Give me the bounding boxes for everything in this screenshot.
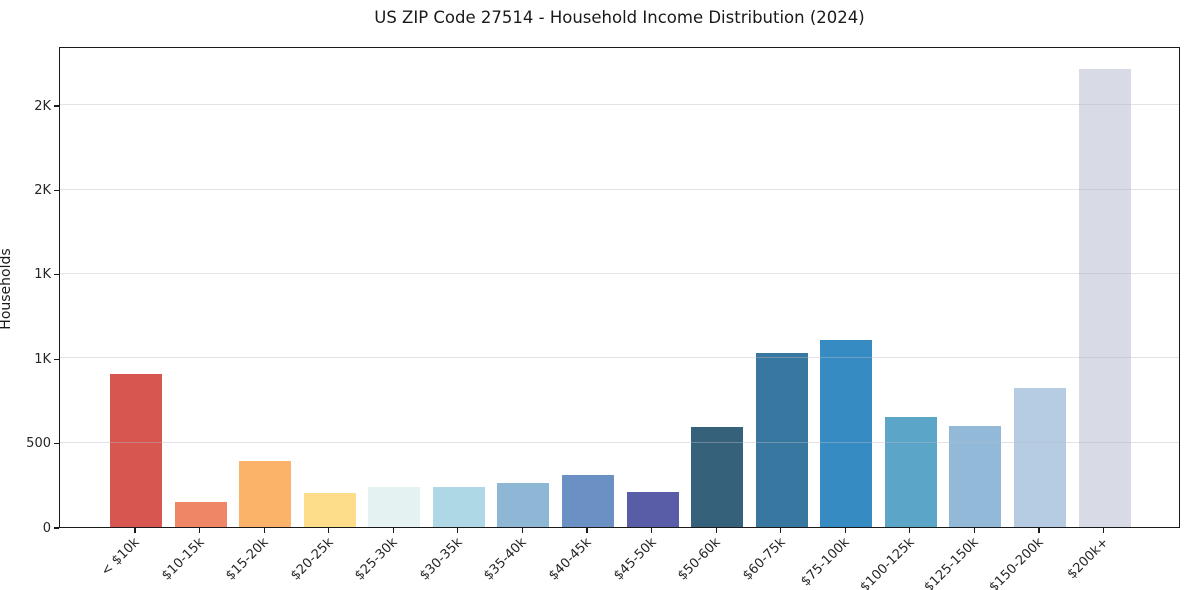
y-tick-label: 1K — [34, 351, 51, 367]
chart-title: US ZIP Code 27514 - Household Income Dis… — [374, 8, 865, 27]
gridline — [60, 188, 1179, 190]
x-tick — [328, 528, 330, 533]
gridline — [60, 272, 1179, 274]
y-tick — [54, 358, 59, 360]
y-tick — [54, 527, 59, 529]
y-tick-label: 0 — [42, 520, 51, 536]
x-tick — [650, 528, 653, 533]
gridline — [60, 357, 1179, 359]
bar-$35-40k — [497, 483, 550, 527]
x-tick — [909, 528, 911, 533]
bar-$125-150k — [949, 425, 1002, 527]
y-tick — [54, 443, 59, 445]
plot-area — [59, 47, 1180, 528]
bar-$20-25k — [303, 493, 356, 527]
y-tick — [54, 105, 59, 107]
bar-$40-45k — [561, 474, 614, 527]
gridline — [60, 441, 1179, 443]
x-tick — [521, 528, 524, 533]
bar-$45-50k — [626, 492, 679, 527]
bar-$100-125k — [884, 417, 937, 527]
x-tick — [780, 528, 782, 533]
bar-$15-20k — [239, 461, 292, 527]
bar-$60-75k — [755, 353, 808, 527]
x-tick — [1102, 528, 1105, 533]
x-tick — [134, 528, 136, 533]
bar-< $10k — [110, 374, 162, 527]
x-tick — [586, 528, 588, 533]
bar-$25-30k — [368, 487, 421, 527]
y-tick — [54, 189, 59, 192]
bar-$200k+ — [1078, 68, 1131, 527]
x-tick — [392, 528, 394, 533]
bar-$75-100k — [820, 339, 873, 527]
y-tick — [54, 274, 59, 276]
x-tick — [1038, 528, 1040, 533]
y-tick-label: 1K — [34, 267, 51, 283]
x-tick — [715, 528, 717, 533]
bar-$10-15k — [174, 501, 227, 527]
bar-$150-200k — [1013, 387, 1066, 527]
bar-$50-60k — [691, 427, 744, 527]
y-tick-label: 500 — [26, 436, 51, 452]
x-tick — [844, 528, 846, 533]
y-tick-label: 2K — [34, 98, 51, 114]
x-tick — [198, 528, 201, 533]
gridline — [60, 104, 1179, 106]
bar-$30-35k — [432, 487, 485, 527]
x-tick — [457, 528, 459, 533]
y-tick-label: 2K — [34, 183, 51, 198]
x-tick — [973, 528, 976, 533]
x-tick-label: < $10k — [98, 535, 143, 580]
x-tick — [263, 528, 265, 533]
